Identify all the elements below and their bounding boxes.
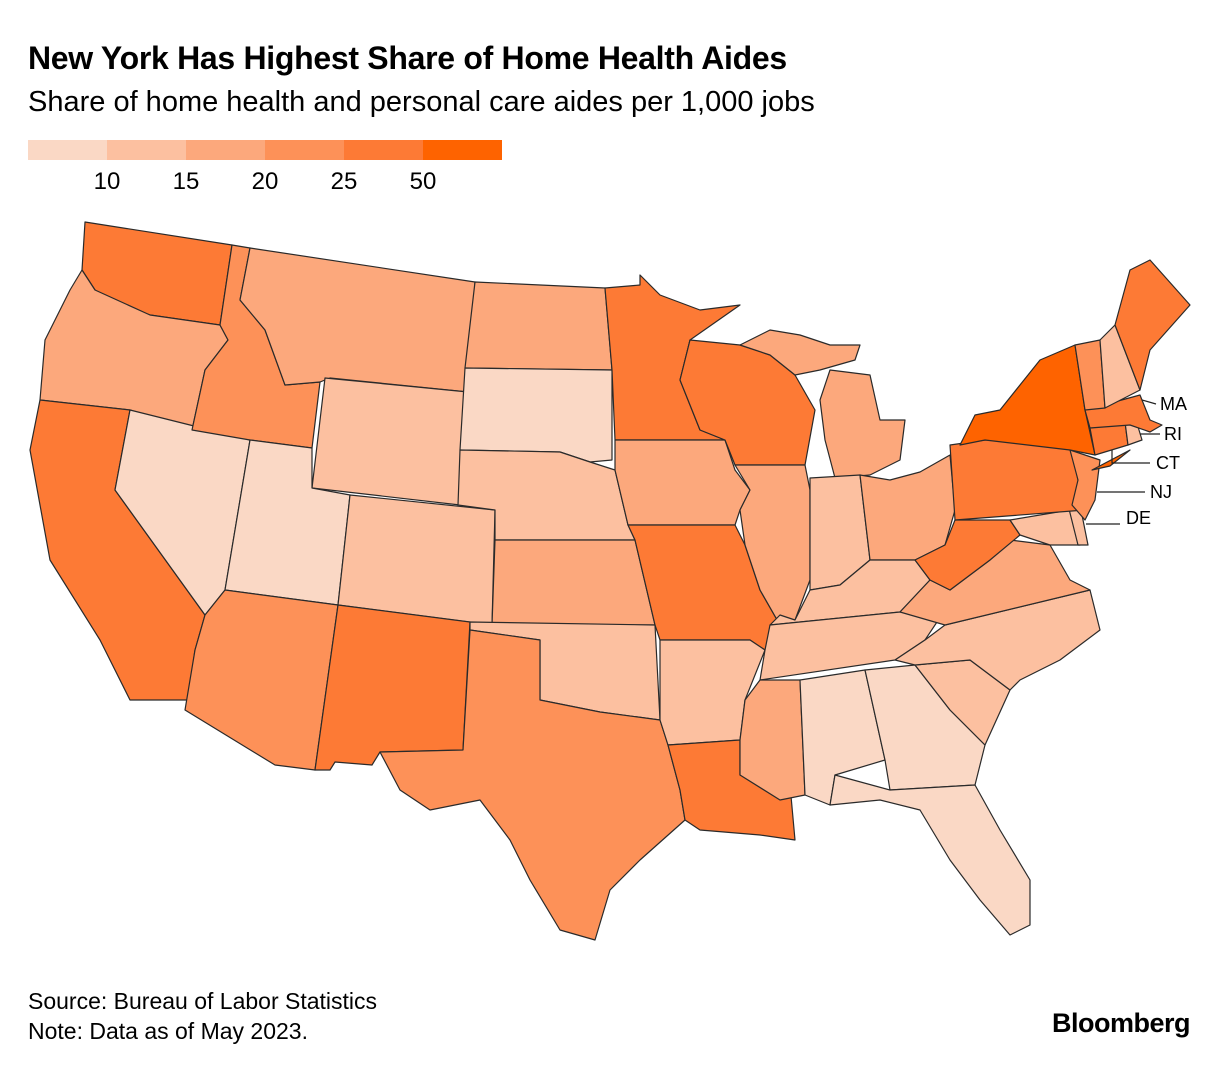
legend-label: 10 [93,168,121,195]
state-AZ [184,589,339,771]
callout-label-RI: RI [1164,424,1182,444]
callout-line-CT [1111,450,1150,464]
state-SD [459,367,613,463]
state-NC [894,589,1101,691]
legend-label: 25 [330,168,358,195]
footer-notes: Source: Bureau of Labor Statistics Note:… [28,986,377,1046]
legend-swatch-5 [423,140,502,160]
legend-swatch-3 [265,140,344,160]
state-KS [491,539,656,626]
legend-swatch-2 [186,140,265,160]
callout-label-MA: MA [1160,394,1187,414]
legend-label: 50 [409,168,437,195]
bloomberg-logo: Bloomberg [1051,1008,1191,1038]
state-NY [959,344,1131,471]
callout-line-MA [1141,399,1157,405]
state-CO [337,494,496,626]
source-text: Source: Bureau of Labor Statistics [28,988,378,1014]
state-MI [739,329,906,479]
legend-label: 20 [251,168,279,195]
legend-swatch-4 [344,140,423,160]
callout-label-CT: CT [1156,453,1180,473]
chart-subtitle: Share of home health and personal care a… [28,86,815,118]
state-NM [314,604,471,771]
legend-swatch-0 [28,140,107,160]
note-text: Note: Data as of May 2023. [28,1018,308,1044]
state-MS [739,679,806,801]
state-ME [1114,259,1191,391]
state-WY [311,377,469,506]
state-ND [464,281,613,371]
state-NJ [1069,449,1101,521]
callout-label-NJ: NJ [1150,482,1172,502]
state-MA [1084,394,1163,433]
color-legend: 10 15 20 25 50 [28,140,502,195]
callout-label-DE: DE [1126,508,1151,528]
state-TX [379,629,686,941]
state-PA [949,439,1086,521]
legend-label: 15 [172,168,200,195]
legend-swatch-1 [107,140,186,160]
chart-title: New York Has Highest Share of Home Healt… [28,40,787,76]
state-FL [829,774,1031,936]
